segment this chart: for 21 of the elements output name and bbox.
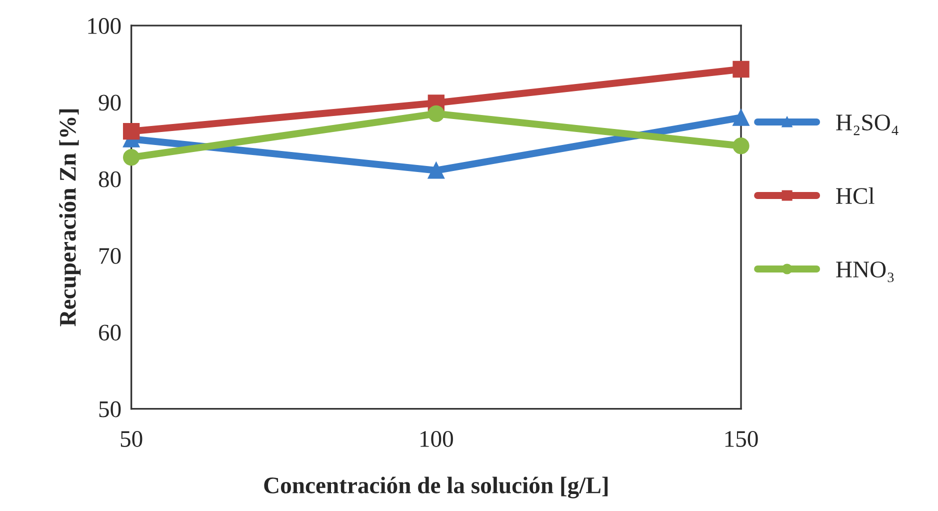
x-axis-title: Concentración de la solución [g/L] — [264, 476, 608, 498]
y-tick-label: 60 — [99, 324, 121, 341]
y-tick-label: 50 — [99, 401, 121, 418]
y-axis-title: Recuperación Zn [%] — [59, 109, 81, 326]
x-tick-label: 150 — [725, 431, 758, 447]
y-tick-label: 70 — [100, 248, 121, 264]
point — [428, 105, 445, 122]
legend-label: HCl — [836, 187, 874, 204]
point — [732, 60, 750, 78]
point — [732, 109, 750, 126]
y-tick-label: 80 — [98, 171, 121, 188]
point — [428, 162, 445, 179]
x-tick-label: 50 — [120, 431, 142, 447]
x-tick-label: 100 — [420, 431, 453, 447]
y-tick-label: 100 — [88, 18, 121, 34]
legend-label: HNO₃ — [836, 262, 894, 282]
y-tick-label: 90 — [98, 94, 121, 111]
point — [122, 122, 140, 140]
point — [122, 149, 140, 166]
point — [732, 138, 750, 154]
legend-label: H₂SO₄ — [836, 114, 898, 136]
